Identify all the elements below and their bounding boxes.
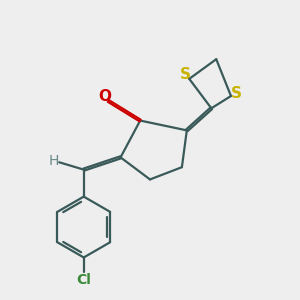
Text: O: O: [98, 89, 111, 104]
Text: S: S: [231, 86, 242, 101]
Text: Cl: Cl: [76, 273, 91, 286]
Text: H: H: [48, 154, 58, 168]
Text: S: S: [180, 68, 191, 82]
